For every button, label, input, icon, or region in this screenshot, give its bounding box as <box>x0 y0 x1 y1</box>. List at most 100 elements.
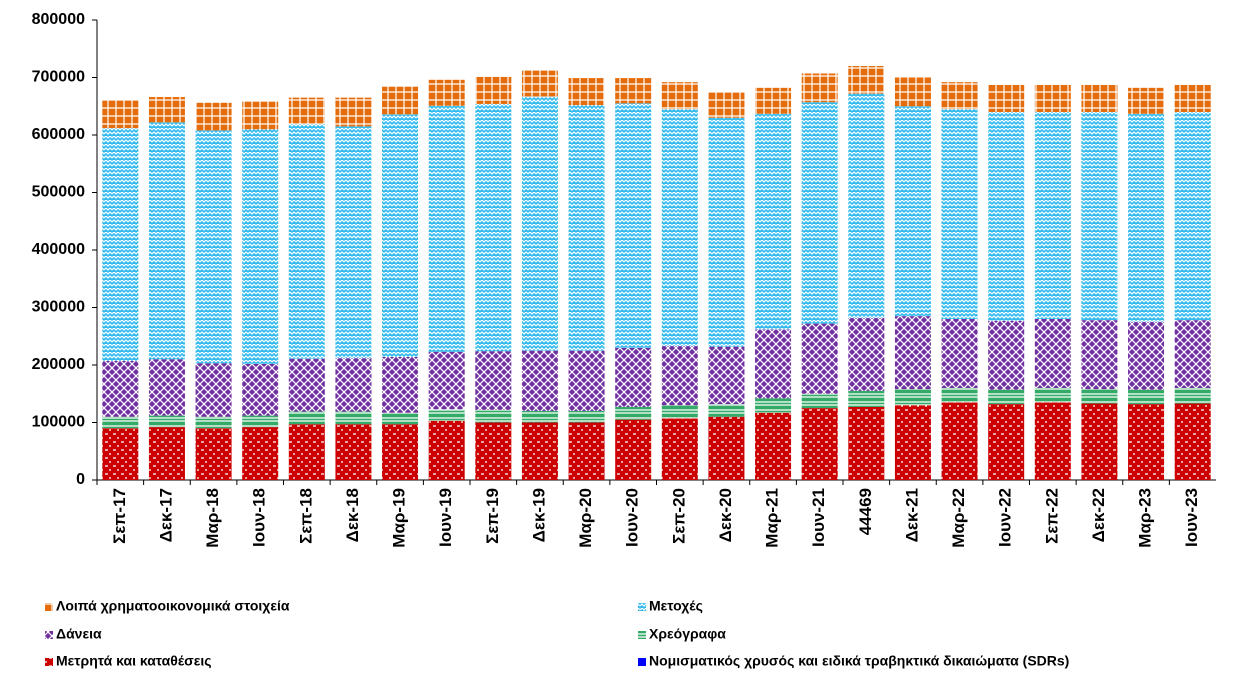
bar-segment <box>475 409 512 423</box>
bar-segment <box>615 78 652 104</box>
bar-segment <box>195 416 232 429</box>
bar-segment <box>475 351 512 410</box>
bar-segment <box>1174 84 1211 112</box>
bar-segment <box>1174 320 1211 388</box>
bar-segment <box>242 415 279 428</box>
x-tick-label: Μαρ-21 <box>763 488 782 548</box>
bar-segment <box>708 404 745 417</box>
bar-segment <box>894 316 931 390</box>
bar-segment <box>521 96 558 351</box>
bar-segment <box>848 317 885 391</box>
x-tick-label: Σεπ-20 <box>669 488 688 544</box>
bar-segment <box>148 427 185 480</box>
bar-segment <box>102 416 139 429</box>
bar-segment <box>195 428 232 480</box>
legend-label: Νομισματικός χρυσός και ειδικά τραβηκτικ… <box>649 653 1069 669</box>
bar-segment <box>568 105 605 351</box>
y-tick-label: 800000 <box>32 11 85 28</box>
bar-segment <box>848 406 885 480</box>
x-tick-label: Ιουν-22 <box>996 488 1015 547</box>
y-tick-label: 100000 <box>32 414 85 431</box>
bar-segment <box>242 129 279 364</box>
bar-segment <box>148 359 185 416</box>
bar-segment <box>801 323 838 394</box>
bar-segment <box>615 347 652 407</box>
bar-segment <box>615 419 652 480</box>
bar-segment <box>335 358 372 412</box>
legend-label: Δάνεια <box>56 626 102 642</box>
bar-segment <box>708 416 745 480</box>
bar-segment <box>428 420 465 480</box>
bar-segment <box>1128 87 1165 114</box>
bar-segment <box>1081 84 1118 112</box>
x-tick-label: Δεκ-19 <box>529 488 548 542</box>
legend-swatch <box>45 631 53 639</box>
y-tick-label: 200000 <box>32 356 85 373</box>
bar-segment <box>148 415 185 428</box>
bar-segment <box>102 100 139 129</box>
bar-segment <box>475 422 512 480</box>
bar-segment <box>988 84 1025 112</box>
y-tick-label: 400000 <box>32 241 85 258</box>
bar-segment <box>801 408 838 480</box>
bar-segment <box>848 66 885 94</box>
bar-segment <box>195 130 232 364</box>
bar-segment <box>1081 403 1118 480</box>
bar-segment <box>1081 389 1118 404</box>
bar-segment <box>894 389 931 406</box>
bar-segment <box>941 402 978 480</box>
bar-segment <box>428 351 465 410</box>
x-tick-label: Δεκ-21 <box>902 488 921 542</box>
bar-segment <box>661 82 698 110</box>
bar-segment <box>1174 403 1211 480</box>
bar-segment <box>1034 112 1071 319</box>
x-tick-label: Σεπ-17 <box>110 488 129 544</box>
bar-segment <box>335 424 372 480</box>
bar-segment <box>242 363 279 416</box>
bar-segment <box>382 424 419 480</box>
bar-segment <box>1081 320 1118 390</box>
bar-segment <box>894 405 931 480</box>
x-tick-label: Δεκ-18 <box>343 488 362 542</box>
bar-segment <box>521 422 558 480</box>
bar-segment <box>941 319 978 388</box>
x-tick-label: Μαρ-20 <box>576 488 595 548</box>
legend-swatch <box>638 658 646 666</box>
y-tick-label: 500000 <box>32 184 85 201</box>
bar-segment <box>148 97 185 123</box>
bar-segment <box>148 122 185 360</box>
x-tick-label: Ιουν-19 <box>436 488 455 547</box>
bar-segment <box>708 346 745 405</box>
bar-segment <box>661 405 698 419</box>
bar-segment <box>1128 321 1165 390</box>
y-tick-label: 0 <box>76 471 85 488</box>
bar-segment <box>568 350 605 411</box>
bar-segment <box>755 329 792 399</box>
bar-segment <box>1081 112 1118 321</box>
x-tick-label: Μαρ-18 <box>203 488 222 548</box>
x-tick-label: 44469 <box>856 488 875 535</box>
bar-segment <box>1174 112 1211 321</box>
bar-segment <box>1034 84 1071 112</box>
bar-segment <box>988 389 1025 405</box>
bar-segment <box>1128 389 1165 405</box>
x-tick-label: Μαρ-23 <box>1136 488 1155 548</box>
x-tick-label: Σεπ-22 <box>1042 488 1061 544</box>
bar-segment <box>335 411 372 425</box>
x-tick-label: Μαρ-22 <box>949 488 968 548</box>
x-tick-label: Σεπ-18 <box>296 488 315 544</box>
legend-swatch <box>638 631 646 639</box>
bar-segment <box>848 390 885 407</box>
bar-segment <box>568 411 605 423</box>
y-tick-label: 600000 <box>32 126 85 143</box>
bar-segment <box>894 77 931 107</box>
x-tick-label: Ιουν-21 <box>809 488 828 547</box>
bar-segment <box>801 73 838 103</box>
bar-segment <box>335 126 372 359</box>
legend-label: Χρεόγραφα <box>649 626 726 642</box>
bar-segment <box>1128 404 1165 480</box>
bar-segment <box>382 86 419 115</box>
bar-segment <box>335 97 372 127</box>
y-tick-label: 700000 <box>32 69 85 86</box>
